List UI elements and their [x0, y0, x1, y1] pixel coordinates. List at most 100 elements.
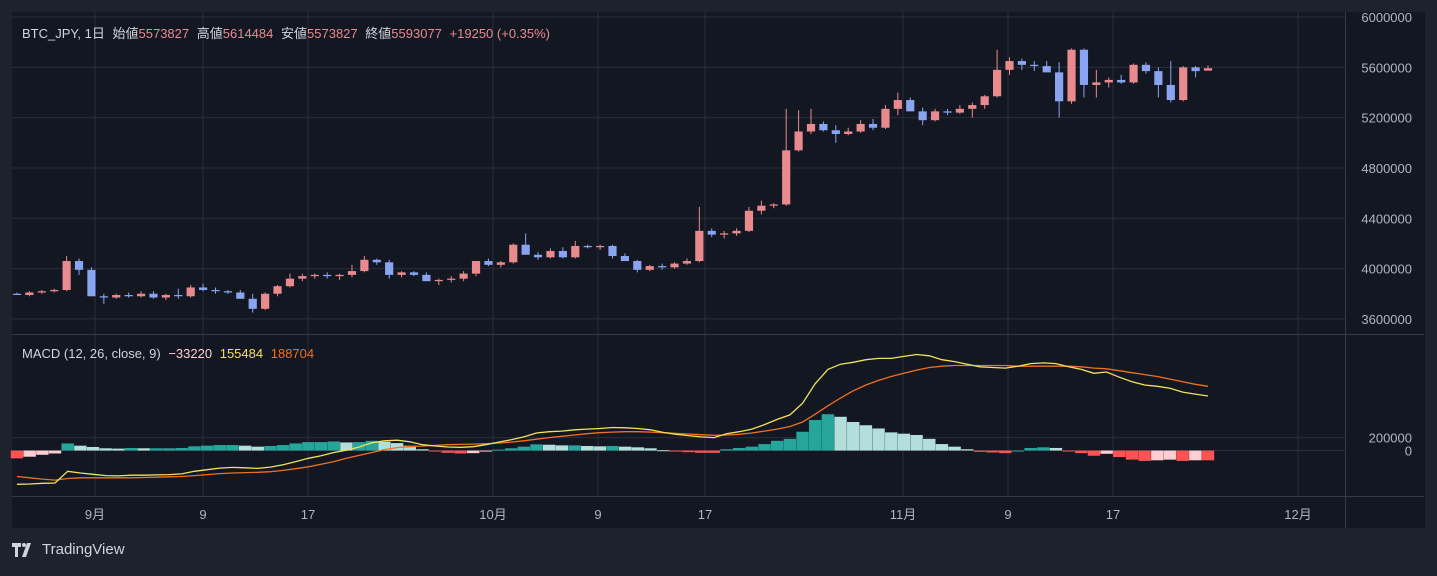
candle-body [1042, 66, 1051, 73]
macd-histogram-bar [86, 446, 100, 451]
candle-body [434, 279, 443, 282]
candle-body [87, 269, 96, 297]
candle-body [620, 256, 630, 262]
price-axis-label: 5200000 [1361, 111, 1412, 126]
macd-line [16, 353, 1209, 485]
macd-histogram-bar [1011, 450, 1025, 452]
macd-histogram-bar [124, 447, 138, 451]
candle-body [893, 100, 902, 109]
candle-body [372, 259, 381, 263]
candle-body [1166, 84, 1175, 101]
candle-body [1067, 49, 1076, 102]
macd-histogram-bar [1163, 450, 1177, 460]
candle-body [174, 295, 183, 297]
candle-body [682, 261, 692, 264]
candle-body [732, 230, 741, 234]
macd-histogram-bar [137, 448, 150, 451]
candle-body [37, 291, 46, 293]
candle-body [608, 245, 617, 257]
macd-histogram-bar [771, 440, 784, 451]
candle-body [595, 245, 605, 248]
candle-body [819, 123, 828, 131]
macd-histogram-bar [1189, 450, 1202, 461]
candle-body [707, 230, 716, 235]
macd-histogram-bar [466, 450, 480, 454]
candle-body [831, 130, 840, 135]
candle-body [347, 271, 357, 275]
candle-body [757, 205, 766, 211]
macd-histogram-bar [618, 446, 632, 451]
price-axis-label: 4800000 [1361, 161, 1412, 176]
macd-histogram-bar [923, 438, 936, 451]
candle-body [149, 293, 158, 298]
macd-histogram-bar [23, 450, 36, 457]
candle-body [25, 292, 34, 296]
macd-hist-value: −33220 [168, 346, 213, 361]
macd-histogram-bar [644, 448, 657, 451]
low-value: 5573827 [307, 26, 358, 41]
candle-body [471, 261, 481, 274]
macd-histogram-bar [1087, 450, 1101, 456]
macd-histogram-bar [656, 450, 670, 452]
candle-body [1079, 49, 1089, 85]
macd-histogram-bar [378, 441, 391, 451]
close-label: 終値 [365, 26, 392, 41]
candle-body [856, 123, 865, 132]
macd-histogram-bar [10, 450, 24, 459]
open-label: 始値 [112, 26, 139, 41]
candle-body [968, 105, 977, 109]
macd-histogram-bar [796, 431, 809, 451]
close-value: 5593077 [391, 26, 442, 41]
macd-histogram-bar [1125, 450, 1139, 460]
macd-histogram-bar [1176, 450, 1189, 461]
tradingview-brand[interactable]: TradingView [12, 541, 125, 558]
macd-label[interactable]: MACD (12, 26, close, 9) [22, 346, 161, 361]
candle-body [1154, 71, 1163, 85]
time-axis-label: 12月 [1284, 507, 1311, 522]
price-axis-label: 3600000 [1361, 312, 1412, 327]
candle-body [881, 108, 890, 128]
macd-histogram-bar [48, 450, 62, 454]
candle-body [198, 287, 208, 290]
candle-body [223, 291, 233, 293]
candle-body [248, 298, 257, 309]
macd-signal-line [16, 364, 1209, 481]
symbol-label[interactable]: BTC_JPY, 1日 [22, 26, 105, 41]
macd-histogram-bar [1037, 447, 1050, 451]
price-axis-label: 4400000 [1361, 211, 1412, 226]
time-axis-label: 10月 [479, 507, 506, 522]
macd-histogram-bar [441, 450, 454, 453]
candle-body [806, 123, 816, 132]
macd-histogram-bar [834, 416, 847, 451]
candle-body [385, 262, 394, 275]
time-axis-label: 11月 [890, 507, 917, 522]
ohlc-legend: BTC_JPY, 1日 始値5573827 高値5614484 安値557382… [22, 23, 554, 42]
macd-histogram-bar [403, 445, 416, 451]
macd-histogram-bar [454, 450, 467, 454]
change-value: +19250 (+0.35%) [449, 26, 551, 41]
candle-body [633, 261, 642, 270]
macd-histogram-bar [150, 448, 163, 451]
candle-body [844, 131, 853, 135]
candle-body [1179, 67, 1188, 101]
candle-body [1141, 64, 1151, 72]
macd-histogram-bar [1024, 447, 1037, 451]
macd-histogram-bar [428, 450, 442, 452]
macd-histogram-bar [365, 440, 378, 451]
macd-histogram-bar [707, 450, 721, 453]
macd-histogram-bar [948, 446, 961, 451]
candle-body [868, 123, 878, 128]
candle-body [546, 250, 555, 258]
candle-body [794, 131, 803, 151]
macd-histogram-bar [745, 446, 759, 451]
candle-body [1017, 61, 1027, 65]
candle-body [769, 204, 778, 206]
macd-histogram-bar [238, 445, 252, 451]
candle-body [930, 111, 940, 121]
macd-histogram-bar [1151, 450, 1164, 461]
candle-body [360, 259, 369, 272]
time-axis-label: 9 [594, 507, 601, 522]
macd-histogram-bar [859, 425, 873, 451]
candle-body [720, 233, 729, 235]
